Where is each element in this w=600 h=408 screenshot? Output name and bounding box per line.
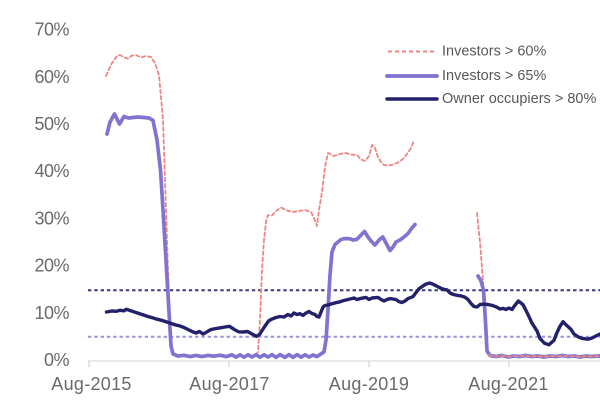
svg-text:70%: 70% (34, 20, 69, 40)
svg-text:Aug-2019: Aug-2019 (329, 374, 409, 394)
svg-text:Aug-2021: Aug-2021 (468, 374, 548, 394)
svg-text:30%: 30% (34, 208, 69, 228)
svg-text:10%: 10% (34, 303, 69, 323)
svg-text:Investors > 60%: Investors > 60% (442, 44, 546, 60)
svg-text:Owner occupiers > 80%: Owner occupiers > 80% (442, 91, 596, 107)
svg-text:40%: 40% (34, 161, 69, 181)
svg-text:60%: 60% (34, 67, 69, 87)
svg-text:0%: 0% (44, 350, 70, 370)
svg-text:Aug-2015: Aug-2015 (51, 374, 131, 394)
svg-text:Investors > 65%: Investors > 65% (442, 68, 546, 84)
svg-text:50%: 50% (34, 114, 69, 134)
svg-text:Aug-2017: Aug-2017 (189, 374, 269, 394)
svg-text:20%: 20% (34, 256, 69, 276)
